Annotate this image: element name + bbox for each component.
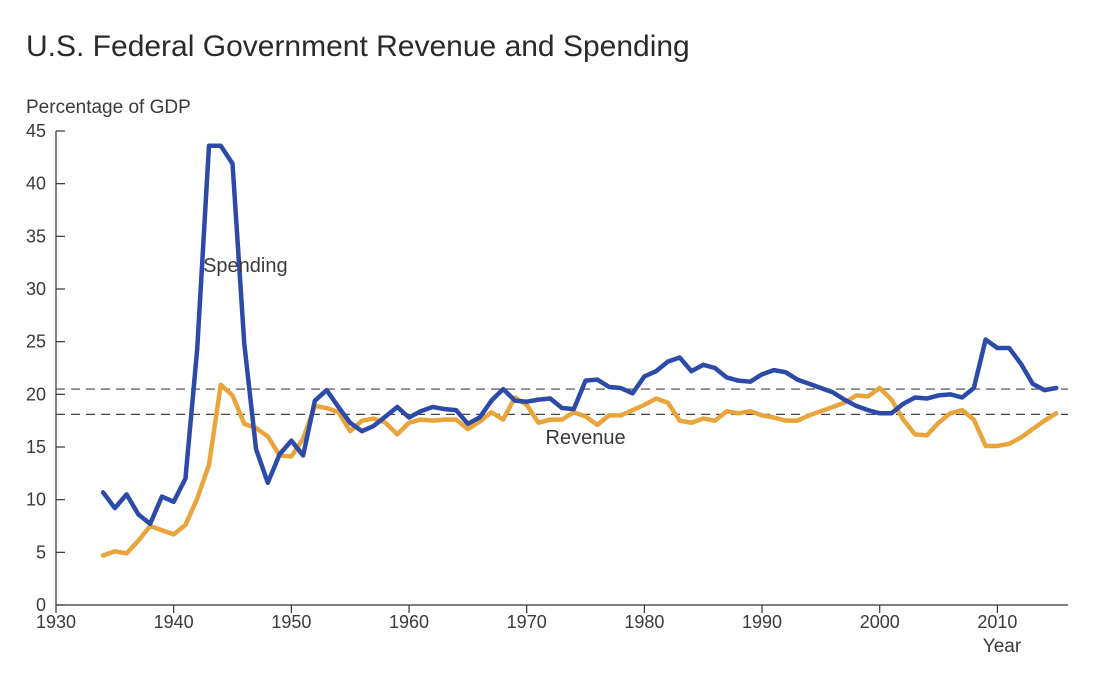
y-tick-label: 25	[26, 332, 46, 352]
y-tick-label: 45	[26, 121, 46, 141]
tick-labels: 0 5 10 15 20 25 30 35 40 45 1930 1940 1950 1960 1970 19…	[26, 121, 1017, 632]
x-tick-label: 1970	[507, 612, 547, 632]
revenue-series-line	[100, 382, 1059, 558]
x-tick-label: 2000	[860, 612, 900, 632]
reference-lines	[56, 388, 1068, 415]
y-tick-label: 30	[26, 279, 46, 299]
axes	[55, 130, 1068, 613]
y-axis-title: Percentage of GDP	[26, 97, 191, 118]
x-tick-label: 2010	[977, 612, 1017, 632]
x-tick-label: 1980	[624, 612, 664, 632]
x-tick-label: 1930	[36, 612, 76, 632]
x-tick-label: 1950	[271, 612, 311, 632]
y-tick-label: 5	[36, 542, 46, 562]
revenue-series-label: Revenue	[546, 427, 626, 449]
x-tick-label: 1960	[389, 612, 429, 632]
x-tick-label: 1940	[154, 612, 194, 632]
y-tick-label: 0	[36, 595, 46, 615]
spending-series-label: Spending	[203, 255, 288, 277]
spending-series-line	[100, 143, 1059, 527]
chart-title: U.S. Federal Government Revenue and Spen…	[26, 30, 690, 63]
y-tick-label: 40	[26, 174, 46, 194]
y-tick-label: 10	[26, 490, 46, 510]
y-tick-label: 35	[26, 226, 46, 246]
x-axis-title: Year	[983, 636, 1022, 657]
y-tick-label: 20	[26, 384, 46, 404]
series-lines: Spending Revenue	[100, 143, 1059, 558]
x-tick-label: 1990	[742, 612, 782, 632]
y-tick-label: 15	[26, 437, 46, 457]
